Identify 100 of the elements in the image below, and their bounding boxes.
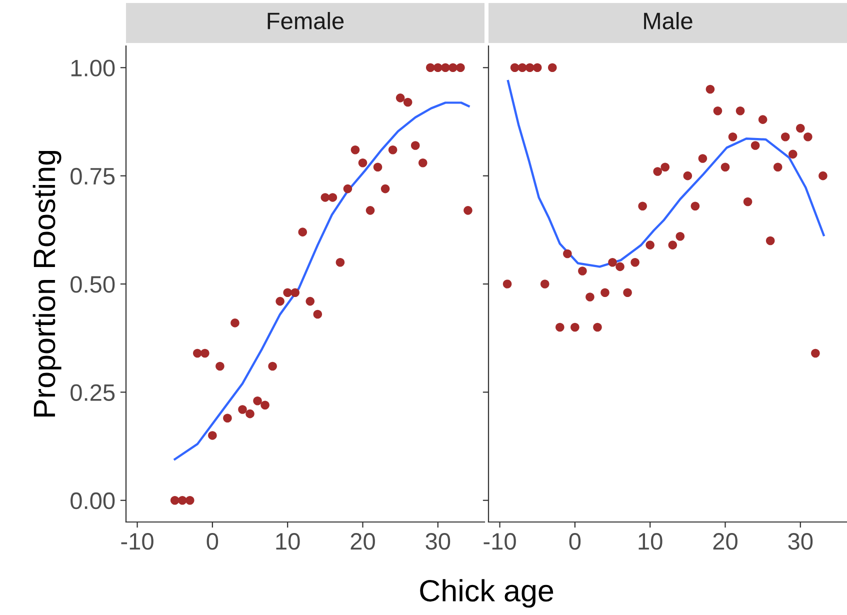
point	[540, 280, 550, 288]
point	[796, 124, 805, 133]
y-tick-label: 0.25	[70, 384, 115, 401]
point	[525, 63, 534, 72]
point	[736, 106, 745, 116]
point	[230, 318, 240, 328]
point	[638, 202, 647, 210]
x-tick-label: 30	[426, 533, 450, 550]
y-tick-label: 1.00	[71, 60, 115, 76]
x-tick-label: 30	[788, 533, 813, 550]
point	[170, 496, 180, 505]
y-tick-label: 0.50	[70, 276, 115, 293]
y-tick-label: 0.00	[70, 492, 115, 510]
point	[502, 280, 512, 288]
point	[396, 94, 405, 102]
x-tick-label: 20	[713, 533, 738, 550]
point	[185, 496, 194, 505]
point	[706, 84, 715, 94]
point	[646, 240, 654, 250]
point	[216, 362, 224, 371]
point	[223, 414, 232, 423]
point	[773, 162, 782, 172]
point	[586, 292, 594, 302]
point	[426, 63, 435, 72]
point	[750, 141, 760, 150]
point	[350, 145, 360, 154]
point	[518, 63, 527, 72]
point	[743, 197, 752, 206]
point	[713, 106, 722, 116]
point	[448, 63, 458, 72]
point	[328, 193, 338, 202]
x-tick-label: 10	[638, 533, 662, 550]
point	[268, 362, 277, 371]
point	[260, 400, 270, 410]
point	[434, 63, 442, 72]
point	[683, 171, 692, 180]
point	[238, 405, 247, 414]
point	[563, 249, 572, 258]
chart-title: Male	[644, 12, 692, 30]
point	[780, 132, 790, 142]
point	[208, 431, 217, 440]
x-tick-label: 20	[350, 533, 375, 550]
point	[766, 236, 775, 246]
point	[380, 184, 390, 194]
point	[653, 167, 662, 176]
point	[720, 162, 730, 172]
point	[290, 288, 300, 298]
point	[616, 262, 624, 272]
point	[660, 162, 670, 172]
point	[313, 310, 322, 319]
y-axis-title: Proportion Roosting	[32, 150, 62, 417]
point	[306, 296, 315, 306]
point	[608, 258, 617, 267]
point	[532, 63, 542, 72]
point	[811, 348, 820, 358]
point	[758, 115, 768, 124]
point	[804, 132, 812, 142]
x-tick-label: 10	[276, 533, 300, 550]
x-tick-label: 0	[569, 533, 581, 550]
point	[623, 288, 632, 298]
point	[343, 184, 352, 194]
point	[818, 171, 828, 180]
point	[388, 145, 398, 154]
point	[418, 158, 428, 168]
point	[373, 162, 382, 172]
point	[698, 154, 708, 163]
point	[403, 98, 412, 107]
point	[410, 141, 420, 150]
chart-title: Female	[268, 12, 344, 30]
point	[246, 409, 254, 418]
point	[358, 158, 368, 168]
point	[548, 63, 557, 72]
point	[510, 63, 520, 72]
point	[178, 496, 187, 505]
x-tick-label: -10	[121, 533, 154, 550]
point	[668, 240, 678, 250]
point	[578, 266, 587, 276]
point	[336, 258, 345, 267]
x-tick-label: -10	[484, 533, 516, 550]
x-axis-title: Chick age	[420, 579, 554, 608]
point	[690, 202, 700, 210]
point	[464, 206, 472, 215]
point	[320, 193, 330, 202]
line-series	[174, 102, 470, 460]
point	[193, 348, 202, 358]
point	[366, 206, 375, 215]
point	[200, 348, 210, 358]
point	[456, 63, 465, 72]
point	[728, 132, 738, 142]
y-tick-label: 0.75	[70, 168, 115, 185]
point	[276, 296, 284, 306]
point	[556, 322, 564, 332]
point	[788, 150, 798, 159]
point	[441, 63, 450, 72]
point	[600, 288, 610, 298]
point	[298, 228, 308, 236]
x-tick-label: 0	[206, 533, 218, 550]
point	[676, 232, 685, 241]
point	[253, 396, 262, 406]
point	[283, 288, 292, 298]
